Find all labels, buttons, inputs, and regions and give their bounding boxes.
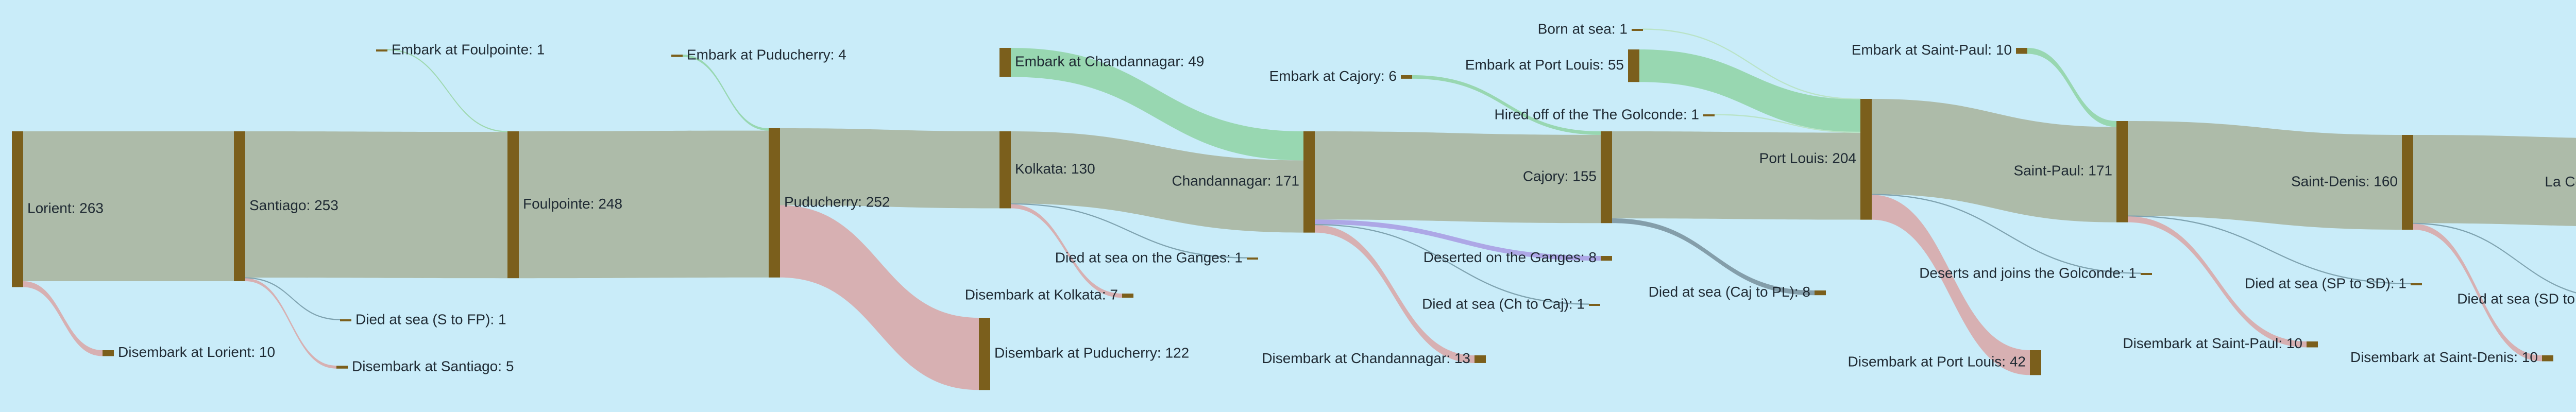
node [2016, 48, 2027, 54]
node-label: Died at sea (Caj to PL): 8 [1649, 284, 1810, 300]
node [340, 319, 351, 321]
node [2030, 350, 2041, 375]
node [1475, 355, 1486, 363]
node-label: Santiago: 253 [249, 197, 338, 213]
link [1639, 49, 1860, 132]
node-label: Born at sea: 1 [1538, 21, 1628, 37]
link [23, 131, 234, 281]
link [683, 55, 769, 131]
node [979, 318, 990, 390]
link [780, 205, 979, 390]
link [245, 131, 507, 279]
node-label: Died at sea (Ch to Caj): 1 [1422, 296, 1585, 312]
link [2128, 216, 2307, 348]
node-label: Embark at Puducherry: 4 [687, 47, 846, 63]
node-label: Lorient: 263 [27, 200, 104, 216]
node-label: Embark at Port Louis: 55 [1465, 57, 1624, 73]
link [1011, 131, 1303, 233]
node [1601, 256, 1612, 261]
node [12, 131, 23, 287]
node [2141, 273, 2152, 275]
node-label: Disembark at Santiago: 5 [352, 358, 514, 374]
link [519, 130, 769, 279]
node-label: Embark at Foulpointe: 1 [392, 41, 545, 57]
node [1632, 29, 1643, 31]
node-label: Died at sea (SP to SD): 1 [2245, 275, 2406, 291]
node-label: Embark at Cajory: 6 [1269, 68, 1397, 84]
node [1122, 294, 1133, 298]
link [1872, 195, 2030, 375]
node-label: Kolkata: 130 [1015, 161, 1095, 177]
node [1628, 49, 1639, 82]
node-label: Embark at Chandannagar: 49 [1015, 54, 1204, 70]
node-label: Died at sea (S to FP): 1 [355, 311, 506, 327]
node [1401, 75, 1412, 79]
node-label: La Corogne: 149 [2545, 174, 2576, 190]
link [2413, 135, 2576, 226]
node [671, 55, 683, 57]
link [1315, 219, 1601, 261]
link [2027, 48, 2116, 127]
node [1815, 290, 1826, 296]
node-label: Port Louis: 204 [1759, 150, 1856, 166]
node [376, 49, 387, 52]
link [1612, 218, 1815, 296]
node-label: Disembark at Port Louis: 42 [1848, 354, 2026, 370]
node [2116, 121, 2128, 222]
node [507, 131, 519, 279]
link [1315, 225, 1475, 363]
node-label: Embark at Saint-Paul: 10 [1852, 42, 2012, 58]
node [1703, 114, 1715, 116]
node [1247, 258, 1258, 260]
node-label: Saint-Denis: 160 [2291, 173, 2398, 189]
node-label: Disembark at Kolkata: 7 [965, 286, 1118, 302]
link [1612, 131, 1860, 220]
node-label: Hired off of the The Golconde: 1 [1495, 106, 1699, 122]
node [2542, 355, 2553, 362]
node [1303, 131, 1315, 233]
node [2411, 283, 2422, 285]
node-label: Disembark at Saint-Paul: 10 [2123, 335, 2302, 351]
links [23, 28, 2576, 390]
node-label: Deserted on the Ganges: 8 [1423, 249, 1597, 265]
node-label: Disembark at Lorient: 10 [118, 344, 275, 360]
node-label: Disembark at Chandannagar: 13 [1262, 350, 1470, 366]
link [23, 281, 103, 356]
node [769, 128, 780, 278]
link [2413, 224, 2542, 362]
node [2307, 341, 2318, 348]
node-label: Died at sea (SD to LC): 1 [2457, 290, 2576, 306]
link [1315, 131, 1601, 224]
link [2413, 222, 2576, 294]
node [234, 131, 245, 281]
node-label: Deserts and joins the Golconde: 1 [1919, 265, 2137, 281]
node-label: Disembark at Puducherry: 122 [994, 345, 1189, 361]
link [780, 128, 999, 209]
link [245, 278, 336, 369]
node [999, 48, 1011, 77]
node-label: Cajory: 155 [1523, 168, 1597, 184]
link [387, 49, 508, 132]
node [1601, 131, 1612, 224]
node [1860, 99, 1872, 220]
node [336, 366, 348, 369]
link [1412, 75, 1601, 135]
node-label: Puducherry: 252 [784, 194, 890, 210]
link [1872, 99, 2116, 222]
node [1589, 304, 1600, 306]
node-label: Disembark at Saint-Denis: 10 [2350, 349, 2538, 365]
node [103, 350, 114, 356]
node-label: Died at sea on the Ganges: 1 [1055, 249, 1243, 265]
link [1011, 48, 1303, 161]
node [2402, 135, 2413, 230]
node-label: Foulpointe: 248 [523, 196, 622, 212]
nodes: Lorient: 263 Santiago: 253 Foulpointe: 248… [12, 21, 2576, 390]
node-label: Chandannagar: 171 [1172, 173, 1299, 189]
link [1011, 204, 1122, 298]
node [999, 131, 1011, 209]
link [2128, 121, 2402, 230]
node-label: Saint-Paul: 171 [2014, 163, 2112, 179]
